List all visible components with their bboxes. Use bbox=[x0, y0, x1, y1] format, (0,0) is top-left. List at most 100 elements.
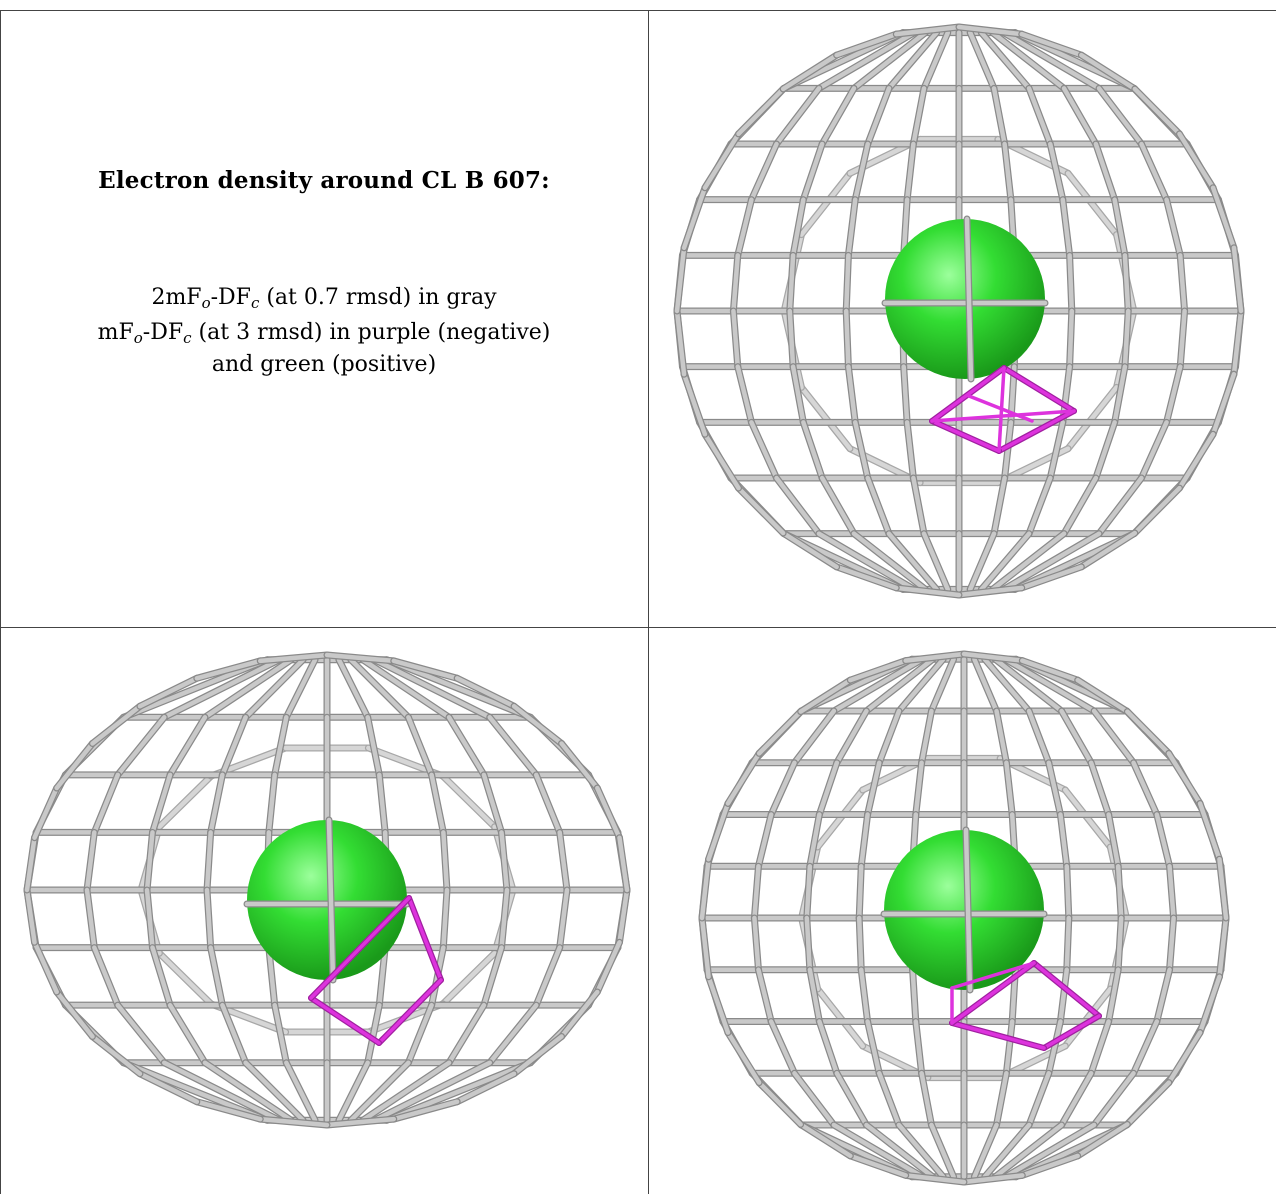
mesh-strut bbox=[1096, 475, 1144, 536]
mesh-strut bbox=[851, 30, 928, 91]
caption-line-3: and green (positive) bbox=[211, 352, 437, 377]
mesh-strut bbox=[406, 1002, 434, 1065]
mesh-strut bbox=[979, 531, 1032, 592]
mesh-strut bbox=[982, 1122, 1032, 1179]
mesh-strut bbox=[1003, 1122, 1097, 1179]
mesh-strut bbox=[1093, 141, 1117, 202]
mesh-strut bbox=[243, 1060, 306, 1123]
mesh-strut bbox=[208, 772, 225, 835]
mesh-outline-strut bbox=[391, 1099, 460, 1122]
mesh-outline-strut bbox=[1177, 131, 1216, 191]
mesh-strut bbox=[557, 830, 570, 893]
mesh-outline-strut bbox=[1079, 530, 1138, 570]
mesh-strut bbox=[1167, 864, 1176, 921]
mesh-strut bbox=[557, 887, 570, 950]
mesh-outline-strut bbox=[798, 1122, 853, 1159]
mesh-strut bbox=[911, 475, 927, 536]
mesh-back-strut bbox=[157, 950, 214, 1007]
mesh-front bbox=[881, 215, 1049, 383]
mesh-strut bbox=[266, 772, 277, 835]
mesh-strut bbox=[731, 308, 741, 369]
mesh-strut bbox=[896, 657, 946, 714]
mesh-back-strut bbox=[1063, 787, 1113, 850]
negative-density-strut bbox=[1042, 1014, 1101, 1050]
mesh-strut bbox=[144, 887, 155, 950]
caption-line-2: mFo-DFc (at 3 rmsd) in purple (negative) bbox=[97, 320, 551, 347]
mesh-outline-strut bbox=[725, 1030, 762, 1085]
mesh-strut bbox=[429, 772, 446, 835]
mesh-strut bbox=[921, 30, 951, 91]
mesh-strut bbox=[904, 420, 916, 481]
mesh-outline-strut bbox=[24, 835, 37, 893]
mesh-strut bbox=[865, 1019, 882, 1076]
mesh-strut bbox=[1001, 531, 1102, 592]
mesh-outline-strut bbox=[1231, 308, 1244, 377]
mesh-cage bbox=[23, 651, 631, 1129]
mesh-strut bbox=[533, 772, 562, 835]
mesh-strut bbox=[1064, 864, 1072, 921]
mesh-outline-strut bbox=[24, 887, 37, 945]
mesh-strut bbox=[1122, 308, 1131, 369]
view-top-right-cell bbox=[649, 11, 1276, 627]
mesh-strut bbox=[790, 197, 806, 258]
mesh-strut bbox=[162, 1060, 282, 1123]
mesh-strut bbox=[266, 945, 277, 1008]
mesh-outline-strut bbox=[324, 652, 397, 664]
mesh-strut bbox=[1091, 1070, 1136, 1128]
mesh-strut bbox=[150, 772, 173, 835]
top-border bbox=[0, 10, 1276, 11]
mesh-strut bbox=[1154, 967, 1172, 1024]
mesh-outline-strut bbox=[725, 751, 762, 806]
density-view-2 bbox=[23, 651, 631, 1129]
mesh-strut bbox=[208, 945, 225, 1008]
mesh-outline-strut bbox=[1197, 974, 1222, 1035]
mesh-outline-strut bbox=[90, 1034, 143, 1076]
mesh-strut bbox=[910, 967, 919, 1024]
view-bottom-right-cell bbox=[649, 628, 1276, 1194]
mesh-strut bbox=[202, 1060, 294, 1123]
mesh-strut bbox=[1093, 420, 1117, 481]
mesh-strut bbox=[1004, 1019, 1015, 1076]
mesh-outline-strut bbox=[1132, 86, 1182, 137]
mesh-strut bbox=[991, 475, 1007, 536]
mesh-strut bbox=[864, 657, 935, 714]
mesh-strut bbox=[167, 715, 208, 778]
mesh-back-strut bbox=[815, 986, 865, 1049]
mesh-outline-strut bbox=[1132, 485, 1182, 536]
mesh-strut bbox=[348, 1060, 411, 1123]
mesh-strut bbox=[817, 760, 840, 817]
negative-density-strut bbox=[950, 1021, 1046, 1050]
mesh-front bbox=[243, 816, 411, 984]
mesh-strut bbox=[990, 30, 1067, 91]
mesh-outline-strut bbox=[595, 785, 622, 840]
mesh-strut bbox=[1026, 475, 1053, 536]
density-view-1 bbox=[673, 23, 1245, 599]
mesh-strut bbox=[1059, 1070, 1094, 1128]
mesh-outline-strut bbox=[391, 658, 460, 681]
mesh-strut bbox=[752, 915, 761, 972]
mesh-strut bbox=[1139, 420, 1169, 481]
mesh-outline-strut bbox=[674, 245, 687, 314]
mesh-outline-strut bbox=[54, 741, 95, 791]
mesh-strut bbox=[929, 657, 956, 714]
mesh-strut bbox=[1026, 86, 1053, 147]
mesh-strut bbox=[1061, 475, 1099, 536]
mesh-strut bbox=[991, 86, 1007, 147]
negative-density-strut bbox=[930, 366, 1006, 423]
mesh-outline-strut bbox=[699, 857, 711, 921]
mesh-strut bbox=[446, 715, 487, 778]
negative-density-mesh bbox=[308, 895, 444, 1046]
mesh-outline-strut bbox=[1217, 857, 1229, 921]
mesh-strut bbox=[1058, 812, 1070, 869]
mesh-strut bbox=[336, 657, 370, 720]
mesh-strut bbox=[749, 420, 779, 481]
mesh-strut bbox=[92, 945, 121, 1008]
mesh-outline-strut bbox=[559, 741, 600, 791]
negative-density-strut bbox=[930, 419, 1001, 453]
mesh-strut bbox=[360, 1060, 452, 1123]
caption-title: Electron density around CL B 607: bbox=[98, 167, 550, 194]
mesh-strut bbox=[220, 1002, 248, 1065]
mesh-front-strut bbox=[326, 817, 336, 983]
mesh-strut bbox=[756, 812, 774, 869]
chloride-atom bbox=[884, 830, 1044, 990]
